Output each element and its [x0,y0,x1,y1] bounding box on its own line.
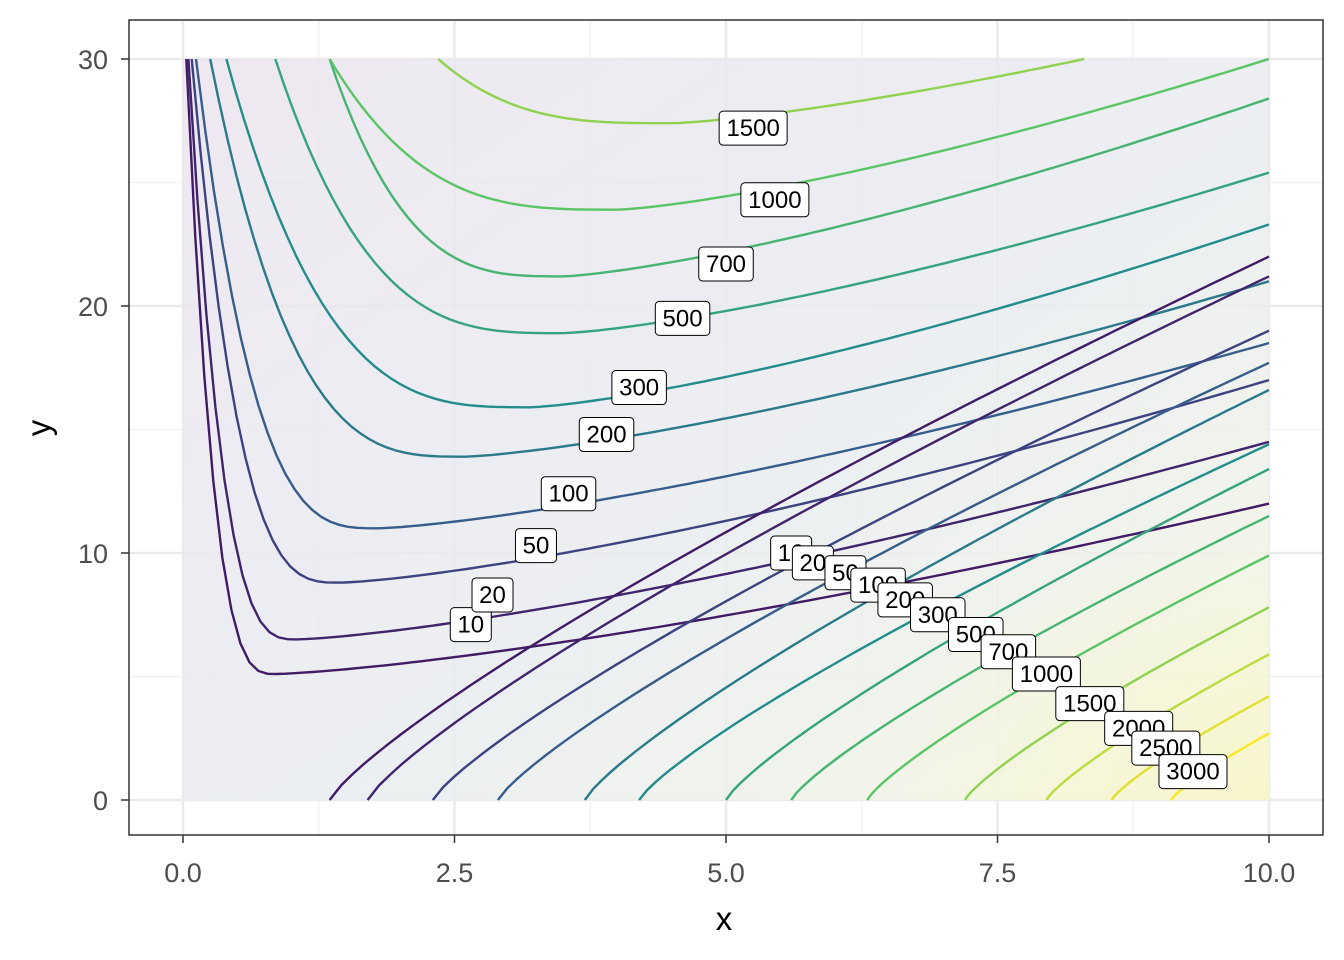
y-tick-label: 0 [93,786,108,816]
contour-label-upper: 20 [479,582,506,609]
x-tick-label: 10.0 [1243,858,1296,888]
contour-label-upper: 300 [619,375,659,402]
contour-line-lower-20 [366,275,1270,801]
y-axis-title: y [20,419,57,436]
contour-label-lower-box [1011,656,1081,692]
contour-label-upper-box [718,110,788,146]
contour-label-upper-box [471,577,514,613]
contour-line-lower-200 [583,388,1270,801]
x-axis-title: x [716,900,733,937]
contour-label-lower: 1000 [1020,661,1073,688]
contour-label-upper-box [514,528,557,564]
contour-line-lower-50 [431,329,1270,801]
x-tick-label: 0.0 [164,858,202,888]
contour-label-upper-box [540,476,597,512]
contour-line-upper-200 [209,58,1270,458]
fill-corner-glow [183,59,1269,800]
contour-line-upper-50 [190,58,1270,584]
contour-label-upper: 1000 [748,187,801,214]
contour-label-upper: 10 [457,612,484,639]
contour-label-lower-box [1158,754,1228,790]
contour-label-lower: 20 [800,550,827,577]
contour-label-upper-box [698,246,754,282]
axis-ticks [121,58,1270,843]
contour-line-lower-500 [725,467,1270,801]
contour-label-upper: 700 [706,251,746,278]
contour-label-lower: 3000 [1166,759,1219,786]
contour-line-lower-100 [496,361,1270,801]
contour-labels: 1020501002003005007001000150010205010020… [449,110,1228,790]
contour-label-upper: 1500 [726,115,779,142]
x-tick-label: 7.5 [979,858,1017,888]
contour-line-upper-500 [274,58,1270,335]
contour-label-upper-box [449,607,492,643]
contour-label-upper-box [578,416,635,452]
x-tick-label: 5.0 [707,858,745,888]
y-tick-label: 20 [78,292,108,322]
y-tick-label: 30 [78,45,108,75]
contour-line-upper-100 [194,58,1270,530]
contour-line-upper-300 [225,58,1270,409]
contour-label-upper: 100 [549,481,589,508]
y-tick-labels: 0 10 20 30 [78,45,108,816]
contour-lines [185,57,1270,801]
contour-line-lower-10 [328,255,1270,801]
x-tick-label: 2.5 [436,858,474,888]
contour-label-upper: 50 [523,533,550,560]
contour-label-upper-box [611,370,667,406]
x-tick-labels: 0.0 2.5 5.0 7.5 10.0 [164,858,1295,888]
contour-label-upper-box [654,300,711,336]
contour-line-upper-10 [185,58,1270,676]
contour-label-upper: 500 [663,305,703,332]
y-tick-label: 10 [78,539,108,569]
contour-label-upper-box [740,182,810,218]
contour-line-upper-20 [187,58,1270,641]
contour-label-upper: 200 [587,421,627,448]
contour-line-upper-700 [328,58,1270,278]
